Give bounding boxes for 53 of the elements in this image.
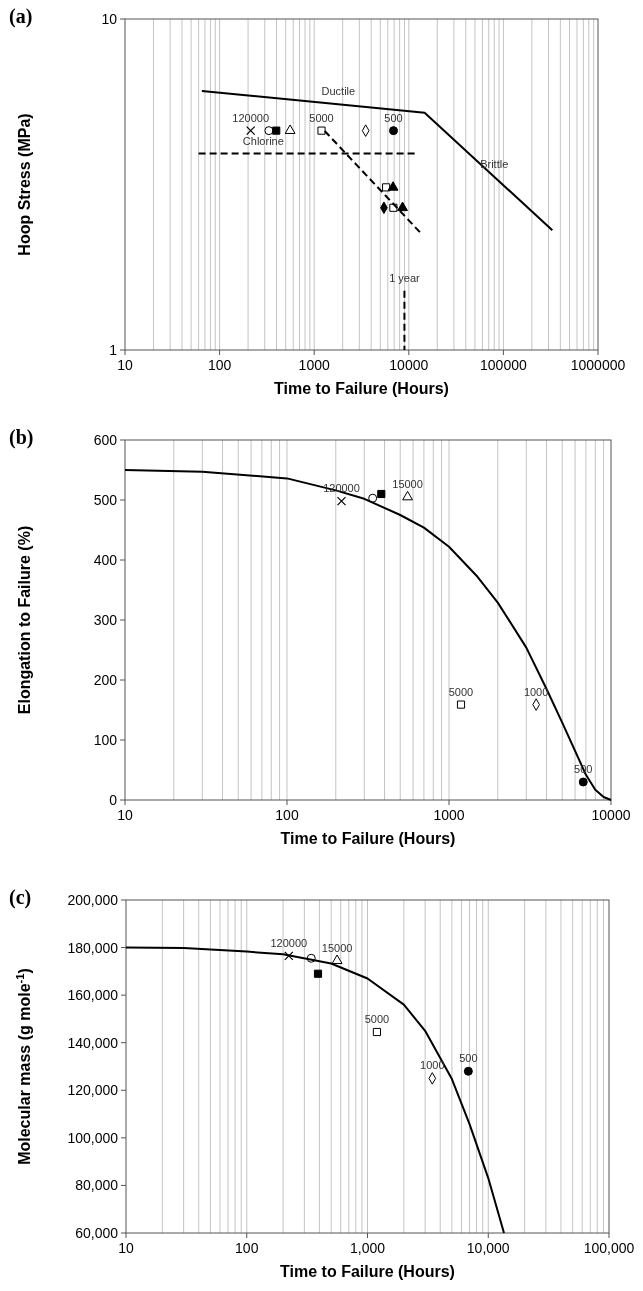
y-tick-label: 180,000 [67, 939, 119, 956]
annotation: 15000 [392, 478, 423, 490]
x-axis-title: Time to Failure (Hours) [274, 380, 449, 397]
annotation: 5000 [448, 685, 474, 698]
annotation: 1 year [389, 271, 421, 284]
y-tick-label: 80,000 [75, 1177, 119, 1194]
annotation: 500 [384, 111, 403, 124]
annotation: 1000 [420, 1059, 445, 1072]
x-axis-title: Time to Failure (Hours) [280, 830, 456, 847]
annotation: Brittle [480, 157, 509, 170]
x-tick-label: 1000 [298, 357, 330, 373]
x-tick-label: 10,000 [466, 1240, 510, 1256]
x-tick-label: 100 [275, 807, 299, 823]
y-tick-label: 100,000 [67, 1129, 119, 1146]
y-axis-title: Hoop Stress (MPa) [16, 113, 33, 256]
x-tick-label: 100,000 [583, 1240, 635, 1256]
x-tick-label: 100000 [480, 357, 527, 373]
x-tick-label: 10000 [389, 357, 429, 373]
y-tick-label: 400 [93, 552, 118, 568]
x-tick-label: 1000 [433, 807, 465, 823]
chart-title: (b) [9, 426, 34, 449]
annotation: 5000 [364, 1013, 390, 1026]
annotation: 5000 [309, 111, 334, 124]
annotation: 15000 [321, 941, 353, 954]
chart-title: (c) [9, 886, 32, 909]
y-tick-label: 500 [93, 492, 118, 508]
annotation: 120000 [270, 936, 308, 949]
x-axis-title: Time to Failure (Hours) [280, 1263, 455, 1280]
y-tick-label: 160,000 [67, 987, 119, 1004]
y-tick-label: 10 [101, 11, 118, 27]
y-axis-title: Elongation to Failure (%) [16, 525, 33, 715]
y-tick-label: 300 [93, 612, 118, 628]
annotation: 500 [459, 1052, 478, 1065]
y-tick-label: 140,000 [67, 1034, 119, 1051]
annotation: 1000 [523, 685, 549, 698]
x-tick-label: 1000000 [570, 357, 626, 373]
chart-title: (a) [9, 5, 33, 28]
x-tick-label: 1,000 [349, 1240, 386, 1256]
y-tick-label: 0 [109, 792, 118, 808]
y-tick-label: 200,000 [67, 892, 119, 908]
y-tick-label: 600 [93, 432, 118, 448]
annotation: 120000 [323, 482, 360, 495]
x-tick-label: 100 [207, 357, 232, 373]
annotation: Chlorine [242, 134, 284, 147]
y-tick-label: 120,000 [67, 1082, 119, 1099]
y-tick-label: 1 [109, 342, 118, 358]
annotation: Ductile [321, 85, 356, 98]
y-tick-label: 100 [93, 732, 118, 748]
y-tick-label: 200 [93, 672, 118, 688]
x-tick-label: 100 [235, 1240, 259, 1256]
y-tick-label: 60,000 [75, 1225, 119, 1241]
annotation: 120000 [232, 111, 270, 124]
x-tick-label: 10000 [591, 807, 631, 823]
